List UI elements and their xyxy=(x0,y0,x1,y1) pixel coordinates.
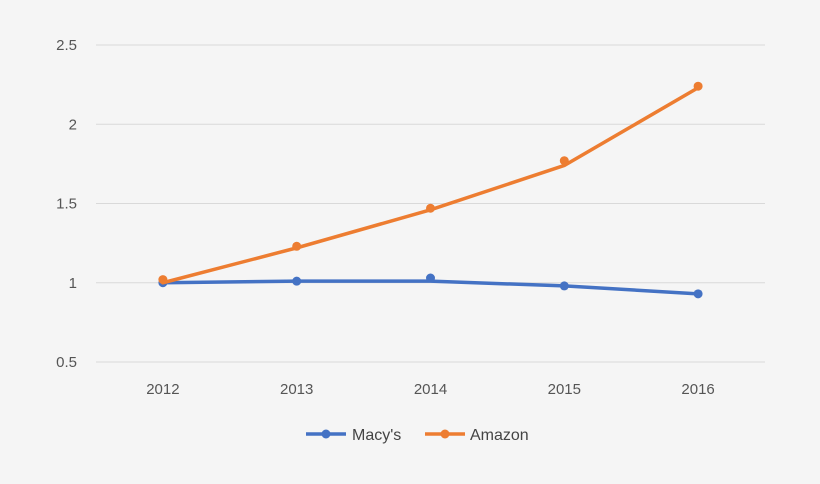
legend: Macy's Amazon xyxy=(306,427,529,444)
data-point xyxy=(693,81,703,91)
y-tick-label: 0.5 xyxy=(56,354,77,371)
data-point xyxy=(559,156,569,166)
x-axis-ticks: 2012 2013 2014 2015 2016 xyxy=(146,381,715,398)
x-tick-label: 2014 xyxy=(414,381,447,398)
legend-swatch-marker xyxy=(321,429,331,439)
data-point xyxy=(559,281,569,291)
x-tick-label: 2013 xyxy=(280,381,313,398)
legend-label: Amazon xyxy=(470,427,529,444)
y-tick-label: 2 xyxy=(69,116,77,133)
legend-item: Macy's xyxy=(306,427,401,444)
data-point xyxy=(426,273,435,283)
series-amazon xyxy=(158,81,703,285)
y-tick-label: 2.5 xyxy=(56,37,77,54)
data-point xyxy=(292,276,302,286)
legend-item: Amazon xyxy=(425,427,529,444)
data-point xyxy=(158,275,168,285)
legend-swatch-marker xyxy=(440,429,450,439)
x-tick-label: 2012 xyxy=(146,381,179,398)
legend-label: Macy's xyxy=(352,427,401,444)
data-point xyxy=(693,289,703,299)
data-point xyxy=(426,203,435,213)
x-tick-label: 2015 xyxy=(548,381,581,398)
y-tick-label: 1.5 xyxy=(56,196,77,213)
series-lines xyxy=(158,81,703,299)
y-tick-label: 1 xyxy=(69,275,77,292)
data-point xyxy=(292,241,302,251)
x-tick-label: 2016 xyxy=(681,381,714,398)
y-axis-ticks: 0.5 1 1.5 2 2.5 xyxy=(56,37,77,371)
